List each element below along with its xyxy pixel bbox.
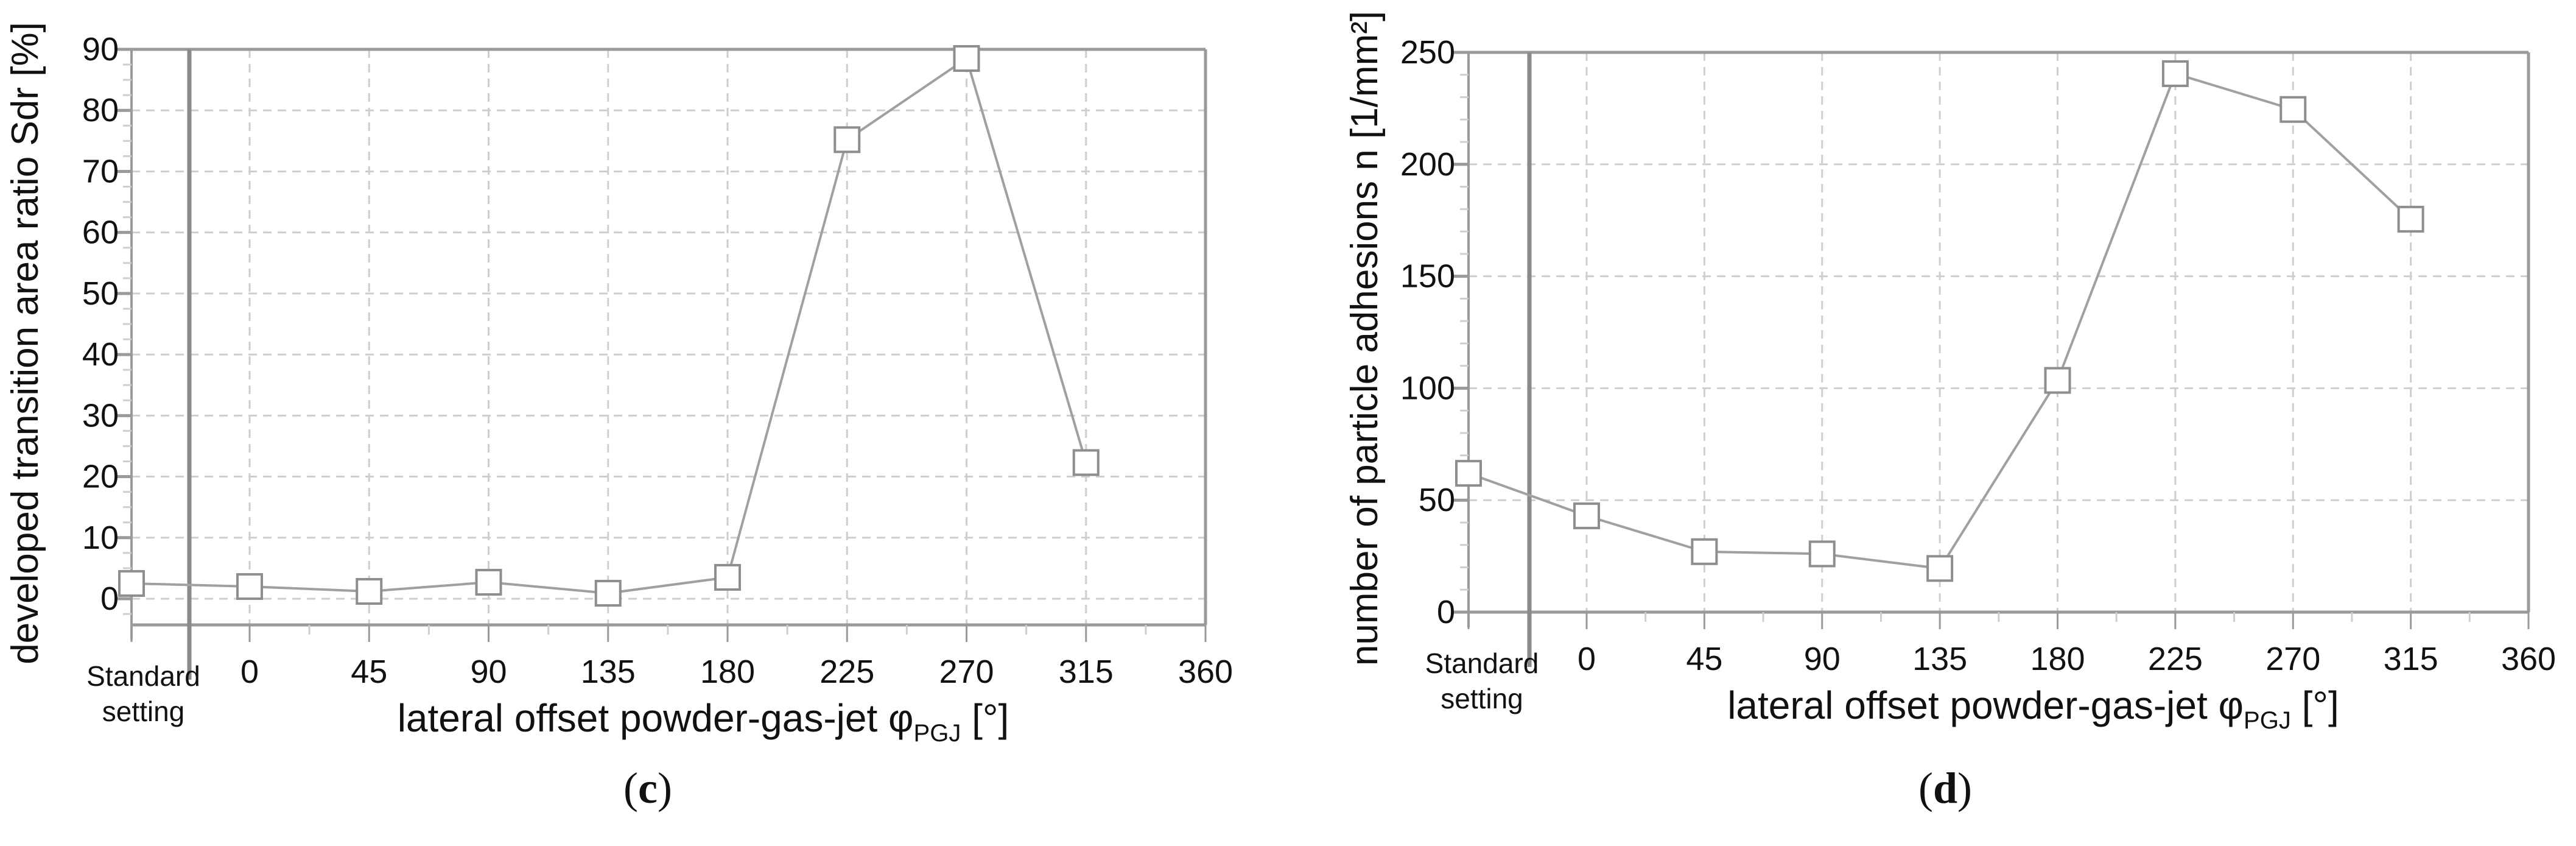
data-point-marker — [118, 569, 145, 597]
data-point-marker — [2044, 367, 2071, 394]
y-tick-label: 60 — [82, 214, 119, 251]
data-point-marker — [2161, 60, 2189, 87]
data-point-marker — [1808, 540, 1836, 568]
y-tick-label: 30 — [82, 397, 119, 434]
y-axis: 0 10 20 30 40 50 60 70 80 90 — [82, 31, 132, 617]
y-tick-label: 0 — [100, 580, 119, 617]
chart-panel-c: 0 10 20 30 40 50 60 70 80 90 developed transition … — [4, 22, 1233, 813]
plot-frame — [130, 48, 1207, 640]
x-tick-label: 270 — [2265, 641, 2320, 677]
y-tick-label: 250 — [1400, 34, 1455, 71]
panel-caption: (c) — [623, 764, 672, 813]
data-point-marker — [2279, 96, 2307, 123]
x-tick-label: 315 — [1059, 654, 1114, 690]
data-point-marker — [356, 577, 383, 605]
data-point-marker — [1691, 538, 1718, 565]
x-tick-label: 135 — [581, 654, 636, 690]
x-tick-label: 180 — [700, 654, 755, 690]
x-tick-label: 360 — [2501, 641, 2556, 677]
x-axis: 0 45 90 135 180 225 270 315 360 Standard setting — [1425, 612, 2556, 714]
x-tick-label-setting: setting — [1441, 683, 1523, 714]
x-tick-label: 45 — [351, 654, 387, 690]
chart-panel-d: 0 50 100 150 200 250 number of particle adhesi… — [1344, 11, 2556, 813]
y-tick-label: 50 — [1419, 482, 1455, 518]
x-tick-label: 90 — [1804, 641, 1841, 677]
data-point-marker — [834, 126, 861, 153]
y-tick-label: 90 — [82, 31, 119, 68]
data-point-marker — [475, 568, 502, 596]
y-axis-label: developed transition area ratio Sdr [%] — [4, 22, 46, 664]
y-tick-label: 50 — [82, 275, 119, 312]
data-point-marker — [2397, 205, 2424, 233]
x-tick-label: 180 — [2030, 641, 2085, 677]
data-point-marker — [953, 45, 980, 72]
data-point-marker — [594, 579, 622, 607]
x-tick-label-setting: setting — [102, 696, 185, 727]
y-tick-label: 100 — [1400, 370, 1455, 406]
y-tick-label: 200 — [1400, 146, 1455, 183]
panel-caption: (d) — [1918, 764, 1972, 813]
x-tick-label: 360 — [1178, 654, 1233, 690]
y-tick-label: 40 — [82, 336, 119, 373]
y-tick-label: 10 — [82, 520, 119, 556]
x-tick-label-standard: Standard — [86, 660, 200, 692]
y-tick-label: 70 — [82, 153, 119, 189]
x-tick-label: 45 — [1686, 641, 1722, 677]
y-tick-label: 80 — [82, 92, 119, 129]
y-tick-label: 150 — [1400, 258, 1455, 295]
data-point-marker — [714, 563, 741, 591]
x-tick-label: 315 — [2384, 641, 2438, 677]
grid — [132, 48, 1206, 625]
data-point-marker — [1926, 555, 1954, 582]
x-axis: 0 45 90 135 180 225 270 315 360 Standard setting — [86, 625, 1233, 727]
x-axis-label: lateral offset powder-gas-jet φPGJ [°] — [1727, 683, 2339, 734]
y-tick-label: 0 — [1437, 594, 1455, 630]
y-axis: 0 50 100 150 200 250 — [1400, 34, 1469, 630]
data-point-marker — [1455, 460, 1482, 487]
data-point-marker — [236, 573, 263, 600]
y-tick-label: 20 — [82, 459, 119, 495]
x-tick-label: 90 — [470, 654, 507, 690]
x-tick-label-standard: Standard — [1425, 647, 1539, 679]
x-tick-label: 0 — [240, 654, 259, 690]
x-tick-label: 270 — [939, 654, 994, 690]
x-tick-label: 135 — [1912, 641, 1967, 677]
y-axis-label: number of particle adhesions n [1/mm²] — [1344, 11, 1386, 666]
x-tick-label: 225 — [819, 654, 874, 690]
x-tick-label: 225 — [2148, 641, 2203, 677]
plot-frame — [1467, 51, 2530, 627]
data-point-marker — [1072, 449, 1100, 476]
x-tick-label: 0 — [1578, 641, 1596, 677]
x-axis-label: lateral offset powder-gas-jet φPGJ [°] — [398, 696, 1009, 747]
data-point-marker — [1573, 502, 1600, 529]
